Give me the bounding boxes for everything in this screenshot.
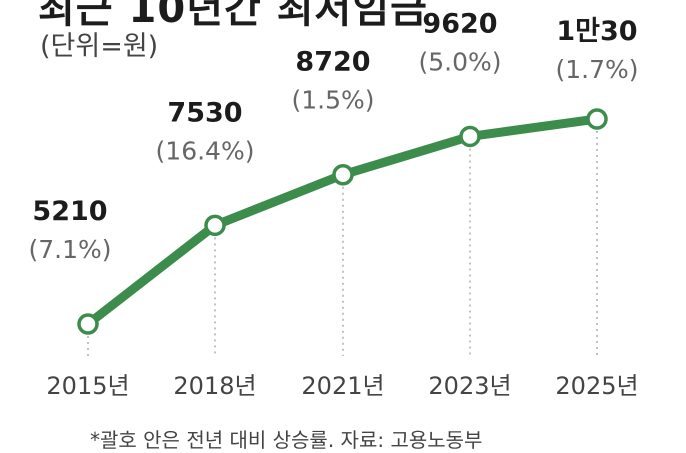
- data-point-marker: [77, 313, 99, 335]
- line-chart: 5210 (7.1%) 7530 (16.4%) 8720 (1.5%) 9620 (5.0%…: [28, 8, 638, 400]
- data-change-label: (1.5%): [291, 86, 374, 115]
- data-value-label: 1만30: [556, 16, 637, 47]
- chart-title: 최근 10년간 최저임금: [38, 0, 428, 32]
- data-point-marker: [459, 125, 481, 148]
- data-value-label: 8720: [295, 47, 370, 78]
- x-tick-label: 2023년: [428, 372, 511, 400]
- data-point-marker: [586, 108, 608, 130]
- unit-label: (단위=원): [40, 31, 159, 62]
- data-labels: 5210 (7.1%) 7530 (16.4%) 8720 (1.5%) 9620 (5.0%…: [28, 8, 638, 264]
- grid-lines: [87, 131, 598, 356]
- data-value-label: 7530: [167, 97, 242, 128]
- x-tick-label: 2021년: [301, 372, 384, 400]
- data-change-label: (7.1%): [28, 235, 111, 264]
- data-change-label: (1.7%): [555, 55, 638, 84]
- series-line-group: [77, 108, 608, 335]
- data-value-label: 9620: [422, 8, 497, 39]
- data-point-marker: [332, 163, 354, 186]
- data-change-label: (5.0%): [418, 47, 501, 76]
- footnote: *괄호 안은 전년 대비 상승률. 자료: 고용노동부: [90, 428, 483, 452]
- data-change-label: (16.4%): [156, 136, 255, 165]
- x-tick-label: 2015년: [46, 372, 129, 400]
- x-tick-label: 2025년: [555, 372, 638, 400]
- x-tick-label: 2018년: [173, 372, 256, 400]
- x-axis: 2015년 2018년 2021년 2023년 2025년: [46, 372, 638, 400]
- data-value-label: 5210: [32, 196, 107, 227]
- data-point-marker: [204, 214, 226, 237]
